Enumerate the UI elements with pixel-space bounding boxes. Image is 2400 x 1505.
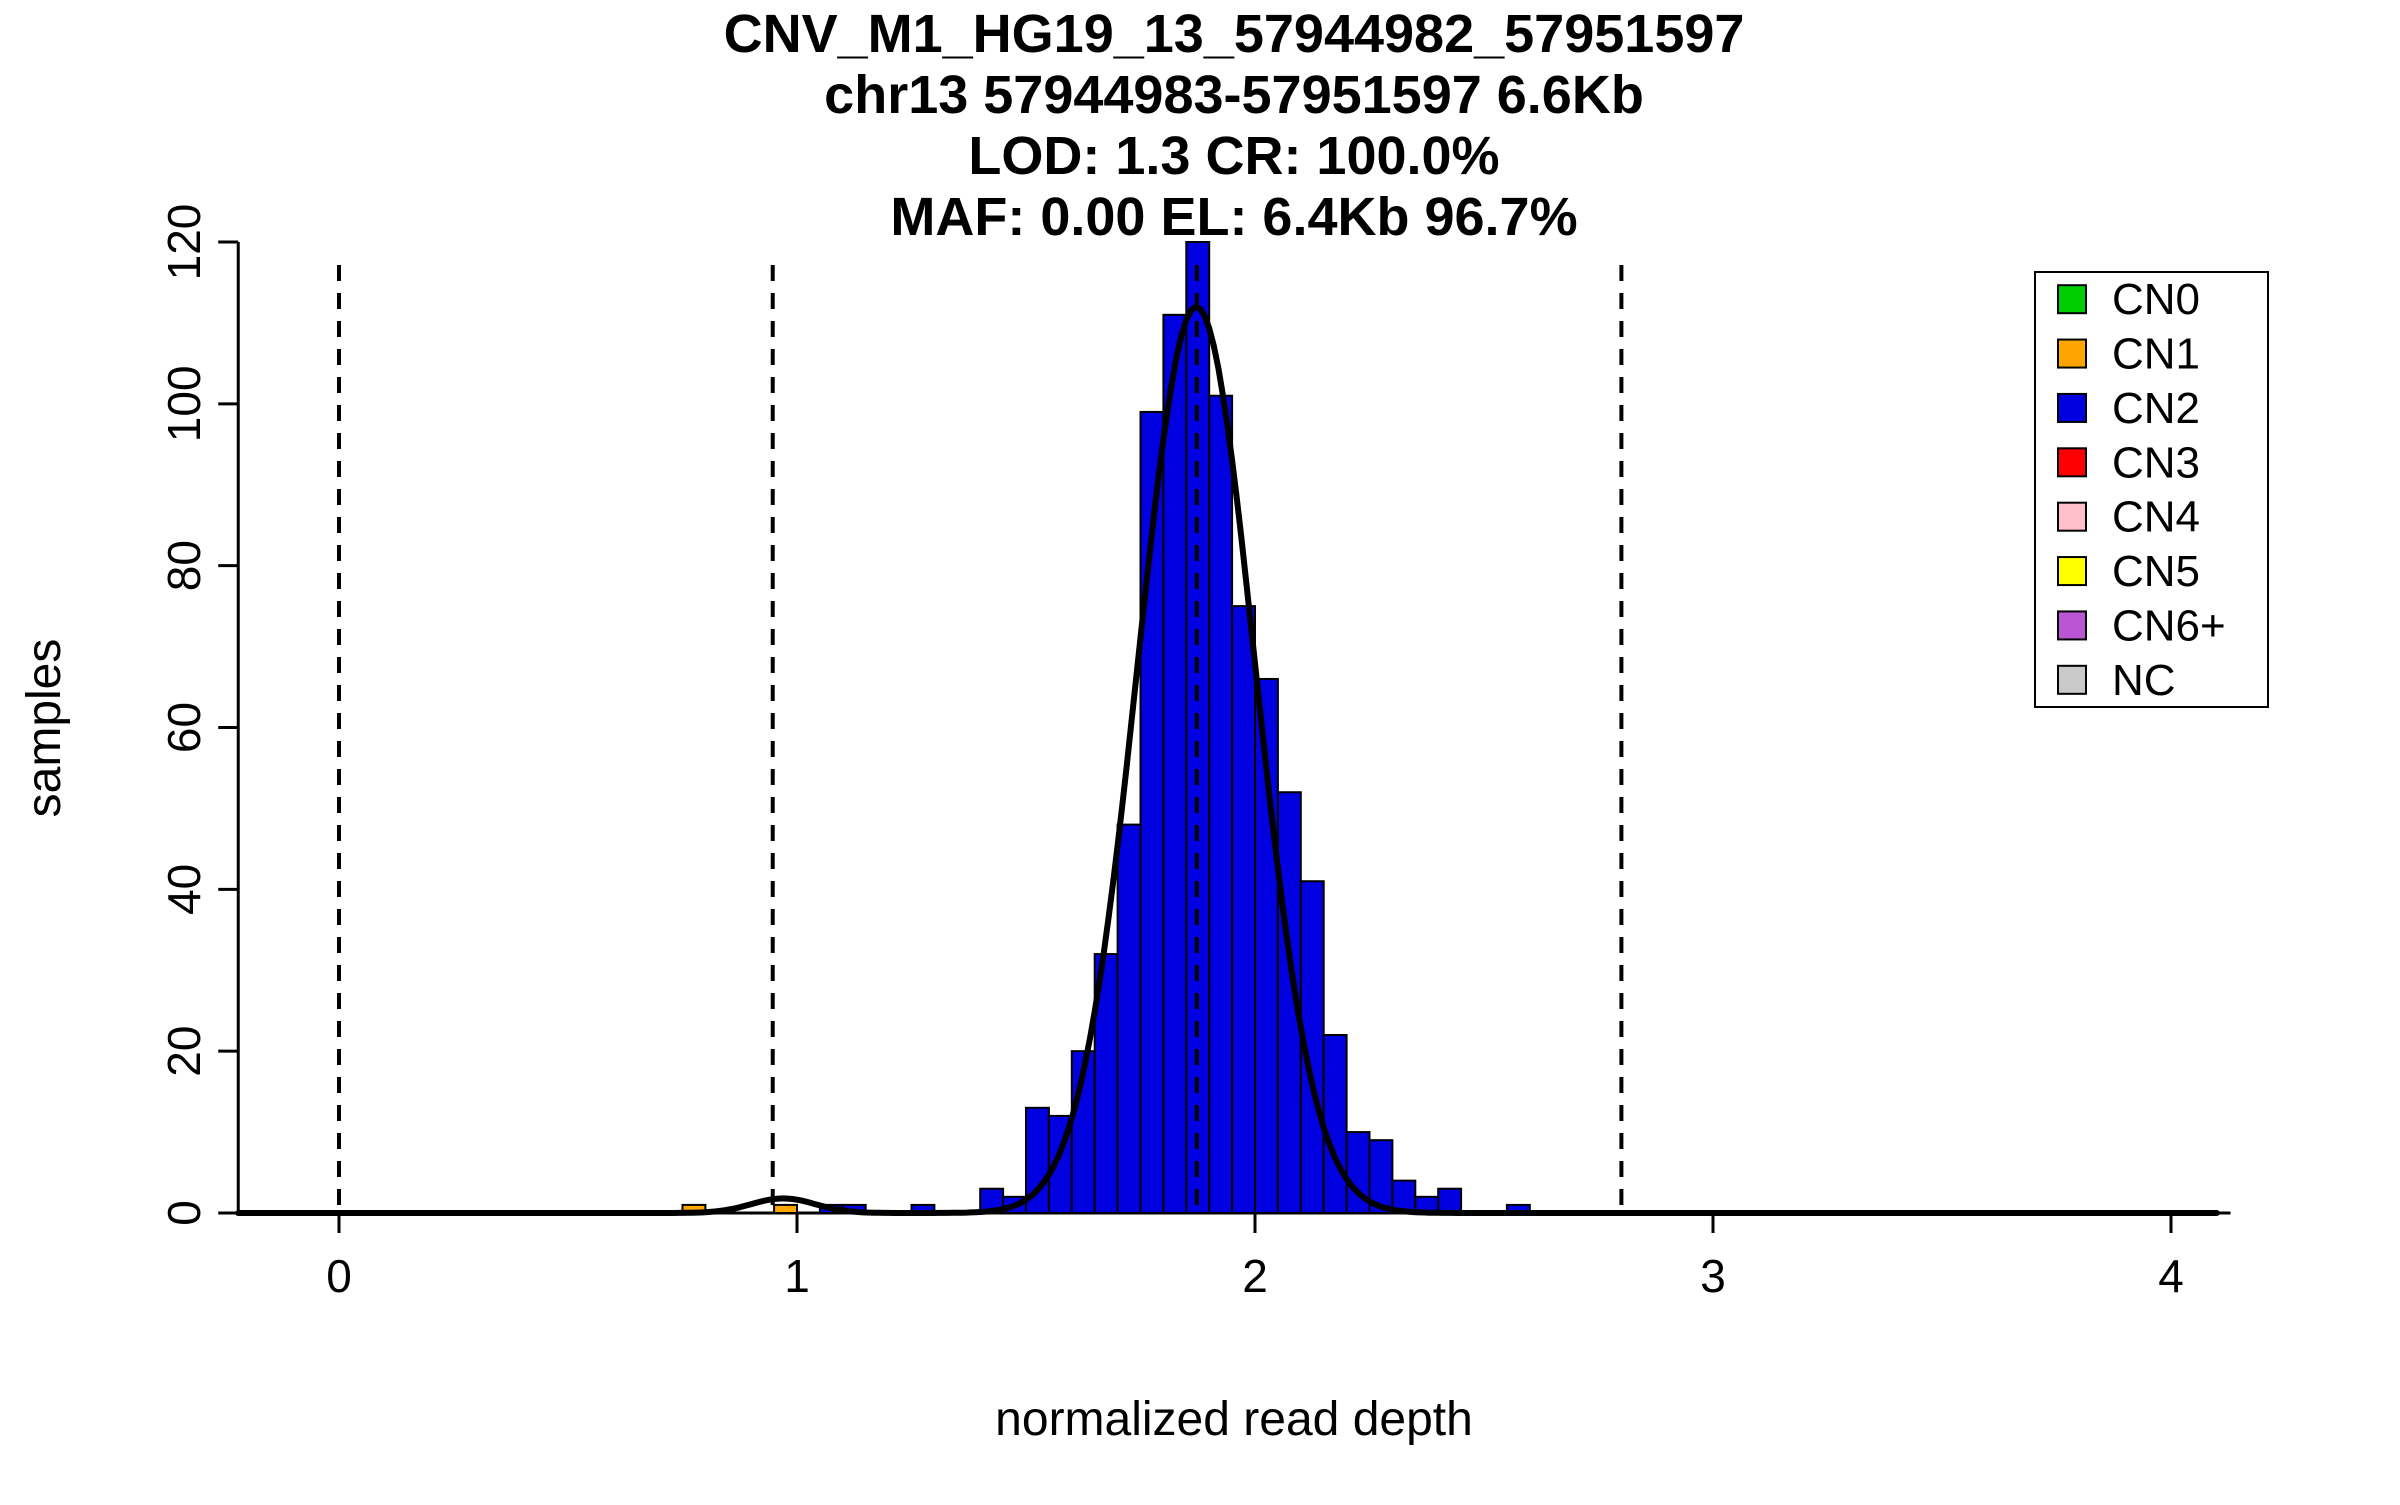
legend-item-cn2: CN2 [2057, 384, 2200, 433]
histogram-bar [1368, 1139, 1394, 1215]
chart-title-line4: MAF: 0.00 EL: 6.4Kb 96.7% [890, 187, 1577, 247]
y-tick-label: 60 [158, 702, 210, 753]
x-axis-title: normalized read depth [995, 1393, 1473, 1446]
legend-item-cn6plus: CN6+ [2057, 601, 2226, 650]
x-tick-label: 3 [1700, 1250, 1726, 1302]
legend: CN0 CN1 CN2 CN3 CN4 CN5 CN6+ NC [2034, 271, 2269, 708]
legend-swatch-cn1 [2057, 338, 2087, 369]
x-tick-label: 0 [326, 1250, 352, 1302]
legend-item-cn1: CN1 [2057, 330, 2200, 379]
y-tick-label: 80 [158, 540, 210, 591]
legend-label-cn1: CN1 [2112, 330, 2200, 379]
legend-label-cn4: CN4 [2112, 493, 2200, 542]
legend-swatch-cn4 [2057, 501, 2087, 532]
legend-label-cn0: CN0 [2112, 275, 2200, 324]
histogram-bar [773, 1203, 798, 1214]
histogram-bar [1116, 823, 1142, 1214]
x-tick-label: 1 [784, 1250, 810, 1302]
legend-label-cn5: CN5 [2112, 547, 2200, 596]
chart-titles: CNV_M1_HG19_13_57944982_57951597 chr13 5… [724, 4, 1745, 247]
legend-item-cn3: CN3 [2057, 438, 2200, 487]
histogram-bar [1231, 605, 1256, 1214]
x-tick-label: 2 [1242, 1250, 1268, 1302]
legend-label-nc: NC [2112, 656, 2176, 705]
legend-swatch-cn0 [2057, 284, 2087, 315]
x-tick-label: 4 [2158, 1250, 2184, 1302]
legend-item-cn0: CN0 [2057, 275, 2200, 324]
legend-swatch-cn6plus [2057, 610, 2087, 641]
histogram-bar [1208, 394, 1234, 1215]
chart-title-line3: LOD: 1.3 CR: 100.0% [968, 126, 1499, 186]
legend-swatch-cn3 [2057, 447, 2087, 478]
histogram-bar [1437, 1187, 1463, 1214]
legend-item-cn4: CN4 [2057, 493, 2200, 542]
legend-swatch-cn2 [2057, 392, 2087, 423]
y-tick-label: 0 [158, 1200, 210, 1226]
legend-swatch-nc [2057, 664, 2087, 695]
histogram-bars [681, 241, 1531, 1215]
legend-swatch-cn5 [2057, 556, 2087, 587]
y-axis-title: samples [18, 639, 71, 818]
y-tick-label: 120 [158, 204, 210, 281]
legend-label-cn2: CN2 [2112, 384, 2200, 433]
legend-label-cn6plus: CN6+ [2112, 601, 2226, 650]
legend-label-cn3: CN3 [2112, 438, 2200, 487]
y-tick-label: 40 [158, 864, 210, 915]
y-tick-label: 20 [158, 1026, 210, 1077]
density-curve [235, 303, 2220, 1216]
chart-title-line2: chr13 57944983-57951597 6.6Kb [824, 65, 1644, 125]
chart-title-line1: CNV_M1_HG19_13_57944982_57951597 [724, 4, 1745, 64]
histogram-bar [1162, 313, 1188, 1214]
histogram-bar [1322, 1033, 1348, 1214]
copy-number-boundary-lines [337, 265, 1624, 1213]
y-tick-label: 100 [158, 365, 210, 442]
legend-item-nc: NC [2057, 656, 2176, 705]
legend-item-cn5: CN5 [2057, 547, 2200, 596]
